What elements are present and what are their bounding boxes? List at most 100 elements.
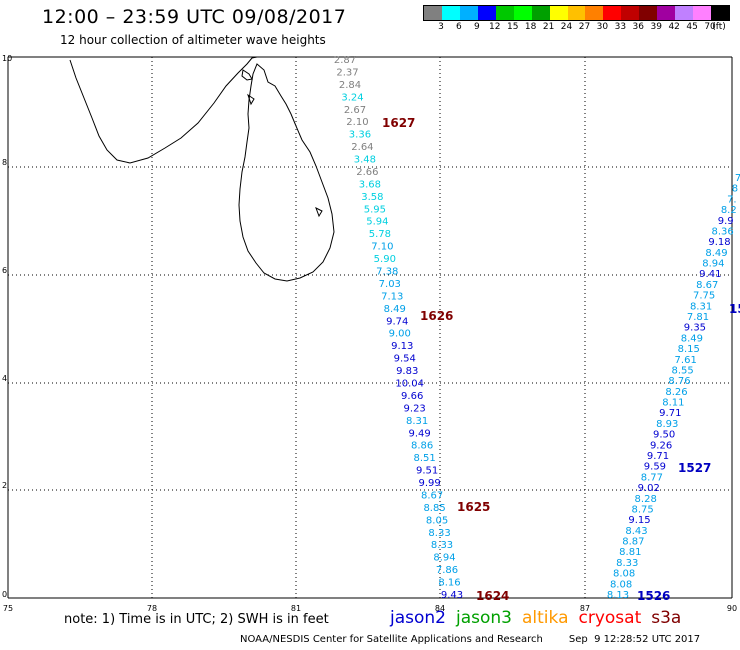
y-tick-label: 0 <box>2 590 7 599</box>
pass-number-label: 1526 <box>637 589 670 603</box>
wave-height-value: 9.59 <box>644 462 666 473</box>
wave-height-value: 7.81 <box>687 312 709 323</box>
wave-height-value: 5.95 <box>364 204 386 215</box>
wave-height-value: 9.02 <box>638 483 660 494</box>
wave-height-value: 7.13 <box>381 291 403 302</box>
wave-height-value: 5.78 <box>369 229 391 240</box>
credit-timestamp: Sep 9 12:28:52 UTC 2017 <box>568 634 701 645</box>
legend-swatch <box>675 6 694 20</box>
wave-height-value: 7.86 <box>436 565 458 576</box>
wave-height-value: 9.71 <box>647 451 669 462</box>
color-legend-labels: 3 6 9 12 15 18 21 24 27 30 33 36 39 42 45 70 (ft) <box>423 22 728 34</box>
wave-height-value: 8.16 <box>438 578 460 589</box>
wave-height-value: 2.66 <box>356 167 378 178</box>
wave-height-value: 8.76 <box>668 376 690 387</box>
y-tick-label: 4 <box>2 374 7 383</box>
wave-height-value: 8.31 <box>690 301 712 312</box>
wave-height-value: 9.35 <box>684 323 706 334</box>
legend-label: 70 <box>704 22 716 32</box>
legend-label: 45 <box>686 22 698 32</box>
jaffna-islets <box>247 93 255 106</box>
wave-height-value: 9.54 <box>394 354 416 365</box>
sri-lanka-coastline <box>238 63 335 282</box>
wave-height-value: 8.13 <box>607 590 629 601</box>
wave-height-value: 9.00 <box>389 329 411 340</box>
track-pass-a: 2.872.37 2.843.24 2.672.10 3.362.64 3.482.66… <box>334 55 463 601</box>
wave-height-value: 3.68 <box>359 179 381 190</box>
wave-height-value: 9.26 <box>650 440 672 451</box>
wave-height-value: 9.23 <box>404 403 426 414</box>
wave-height-value: 8.51 <box>413 453 435 464</box>
wave-height-value: 3.58 <box>361 192 383 203</box>
legend-swatch <box>693 6 711 20</box>
pass-number-label: 1624 <box>476 589 509 603</box>
wave-height-value: 8.2 <box>721 205 737 216</box>
credit-line: NOAA/NESDIS Center for Satellite Applica… <box>240 634 700 645</box>
x-tick-label: 84 <box>435 604 445 613</box>
pass-number-label: 1625 <box>457 500 490 514</box>
wave-height-value: 8.08 <box>613 569 635 580</box>
page-subtitle: 12 hour collection of altimeter wave hei… <box>60 33 326 47</box>
wave-height-value: 8.93 <box>656 419 678 430</box>
wave-height-value: 2.87 <box>334 55 356 66</box>
wave-height-value: 8.33 <box>616 558 638 569</box>
wave-height-value: 8.11 <box>662 398 684 409</box>
wave-height-value: 9.49 <box>409 428 431 439</box>
wave-height-value: 8.55 <box>671 365 693 376</box>
color-legend <box>423 5 730 21</box>
legend-swatch <box>441 6 460 20</box>
x-tick-label: 78 <box>147 604 157 613</box>
wave-height-value: 2.84 <box>339 80 361 91</box>
india-coastline <box>69 56 258 164</box>
wave-height-value: 7. <box>727 194 737 205</box>
legend-label: 15 <box>506 22 519 32</box>
legend-label: 42 <box>668 22 680 32</box>
legend-label: 9 <box>473 22 480 32</box>
legend-swatch <box>531 6 550 20</box>
credit-org: NOAA/NESDIS Center for Satellite Applica… <box>240 634 543 645</box>
legend-label: 6 <box>456 22 462 32</box>
legend-swatch <box>639 6 658 20</box>
wave-height-value: 8.05 <box>426 515 448 526</box>
wave-height-value: 8.36 <box>711 226 733 237</box>
satellite-label: altika <box>522 608 569 628</box>
legend-swatch <box>495 6 514 20</box>
wave-height-value: 3.36 <box>349 130 371 141</box>
wave-height-value: 5.90 <box>374 254 396 265</box>
legend-label: 24 <box>560 22 573 32</box>
wave-height-value: 9.18 <box>708 237 730 248</box>
pass-number-label: 15 <box>729 302 740 316</box>
wave-height-value: 8.75 <box>631 504 653 515</box>
page-title: 12:00 – 23:59 UTC 09/08/2017 <box>42 6 347 28</box>
legend-label: 18 <box>524 22 537 32</box>
legend-swatch <box>549 6 568 20</box>
wave-height-value: 8.28 <box>635 494 657 505</box>
wave-height-value: 9.41 <box>699 269 721 280</box>
legend-label: 12 <box>489 22 501 32</box>
wave-height-value: 9.43 <box>441 590 463 601</box>
wave-height-value: 7.38 <box>376 267 398 278</box>
wave-height-value: 9.74 <box>386 316 408 327</box>
x-tick-label: 90 <box>727 604 737 613</box>
wave-height-value: 8.33 <box>428 528 450 539</box>
satellite-legend: jason2 jason3 altika cryosat s3a <box>390 608 691 628</box>
satellite-label: s3a <box>651 608 682 628</box>
wave-height-value: 10.04 <box>395 378 424 389</box>
wave-height-value: 9.15 <box>628 515 650 526</box>
y-tick-label: 10 <box>2 54 12 63</box>
map-grid <box>7 56 733 599</box>
wave-height-value: 8.31 <box>406 416 428 427</box>
legend-label: 3 <box>438 22 444 32</box>
track-pass-b: 787.8.29.98.369.188.498.949.418.677.758.… <box>607 173 740 601</box>
wave-height-value: 2.37 <box>336 67 358 78</box>
wave-height-value: 8.15 <box>678 344 700 355</box>
wave-height-value: 7.61 <box>675 355 697 366</box>
pass-number-label: 1527 <box>678 461 711 475</box>
wave-height-value: 9.13 <box>391 341 413 352</box>
satellite-label: jason3 <box>456 608 512 628</box>
wave-height-value: 8.49 <box>681 333 703 344</box>
wave-height-value: 2.67 <box>344 105 366 116</box>
mannar-island <box>241 69 253 81</box>
wave-height-value: 8.85 <box>423 503 445 514</box>
